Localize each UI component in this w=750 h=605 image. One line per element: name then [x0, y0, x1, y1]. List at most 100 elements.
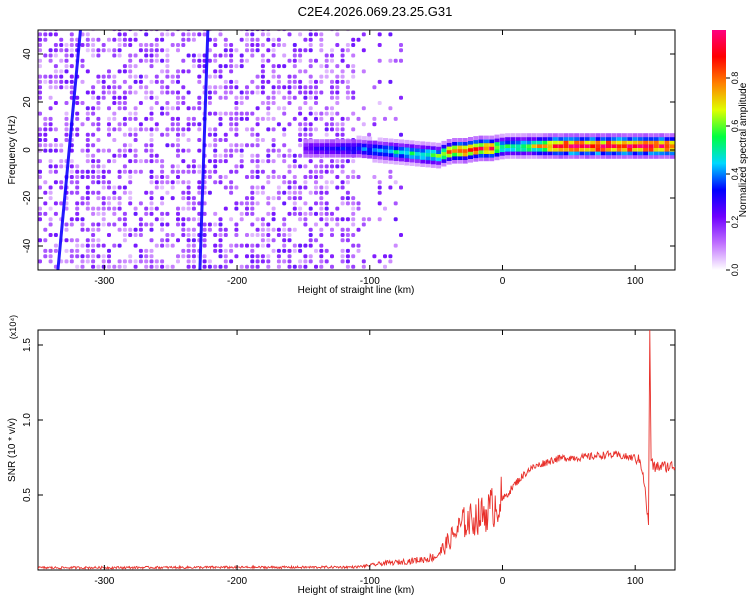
spectrogram-cell	[91, 206, 96, 211]
spectrogram-cell	[250, 243, 255, 248]
spectrogram-cell	[319, 32, 324, 37]
spectrogram-cell	[250, 233, 255, 237]
spectrogram-cell	[266, 127, 271, 132]
spectrogram-cell	[154, 180, 159, 185]
spectrogram-cell	[96, 264, 101, 269]
spectrogram-cell	[128, 233, 133, 237]
spectrogram-cell	[276, 106, 281, 111]
spectrogram-cell	[207, 85, 212, 90]
carrier-cell	[521, 140, 527, 145]
y-tick-label: 20	[22, 96, 33, 108]
carrier-cell	[558, 147, 564, 152]
carrier-cell	[574, 147, 580, 152]
spectrogram-cell	[48, 233, 53, 237]
spectrogram-cell	[107, 248, 111, 253]
carrier-cell	[446, 139, 452, 143]
carrier-cell	[643, 140, 649, 145]
spectrogram-cell	[96, 169, 101, 174]
spectrogram-cell	[250, 206, 255, 211]
spectrogram-cell	[144, 32, 149, 37]
spectrogram-cell	[64, 79, 69, 84]
spectrogram-x-label: Height of straight line (km)	[298, 285, 415, 296]
spectrogram-cell	[80, 217, 85, 222]
carrier-cell	[473, 154, 479, 159]
spectrogram-cell	[154, 159, 159, 164]
carrier-cell	[568, 144, 574, 148]
carrier-cell	[483, 142, 489, 147]
spectrogram-cell	[181, 37, 186, 42]
spectrogram-cell	[64, 85, 69, 90]
spectrogram-cell	[345, 190, 350, 195]
spectrogram-cell	[298, 79, 303, 84]
carrier-cell	[441, 148, 447, 153]
spectrogram-cell	[271, 116, 276, 121]
spectrogram-cell	[229, 259, 234, 264]
carrier-cell	[436, 164, 442, 169]
carrier-cell	[563, 151, 569, 156]
spectrogram-cell	[53, 74, 58, 79]
spectrogram-cell	[399, 185, 403, 190]
spectrogram-cell	[250, 248, 255, 253]
spectrogram-cell	[149, 95, 154, 100]
spectrogram-cell	[53, 169, 58, 174]
spectrogram-cell	[53, 138, 58, 142]
carrier-cell	[653, 151, 659, 156]
spectrogram-cell	[59, 185, 64, 190]
spectrogram-cell	[160, 175, 165, 179]
spectrogram-cell	[176, 148, 180, 153]
carrier-cell	[393, 146, 399, 151]
spectrogram-cell	[48, 122, 53, 127]
spectrogram-cell	[144, 116, 149, 121]
spectrogram-cell	[218, 95, 223, 100]
spectrogram-cell	[75, 243, 80, 248]
carrier-cell	[611, 151, 617, 156]
spectrogram-cell	[282, 227, 287, 232]
spectrogram-cell	[213, 69, 218, 74]
spectrogram-cell	[53, 180, 58, 185]
spectrogram-cell	[80, 148, 85, 153]
spectrogram-cell	[239, 101, 244, 105]
spectrogram-cell	[345, 227, 350, 232]
spectrogram-cell	[303, 48, 308, 53]
spectrogram-cell	[335, 222, 340, 227]
spectrogram-cell	[234, 222, 239, 227]
spectrogram-cell	[340, 79, 345, 84]
carrier-cell	[457, 145, 463, 150]
spectrogram-cell	[388, 185, 393, 190]
spectrogram-cell	[149, 222, 154, 227]
spectrogram-cell	[85, 132, 90, 137]
spectrogram-cell	[48, 222, 53, 227]
carrier-cell	[505, 140, 511, 145]
carrier-cell	[643, 133, 649, 138]
spectrogram-cell	[234, 106, 239, 111]
spectrogram-cell	[122, 259, 127, 264]
spectrogram-cell	[298, 217, 303, 222]
spectrogram-cell	[239, 153, 244, 158]
spectrogram-cell	[138, 74, 143, 79]
spectrogram-cell	[250, 259, 255, 264]
spectrogram-cell	[266, 153, 271, 158]
spectrogram-cell	[314, 264, 318, 269]
spectrogram-cell	[239, 64, 244, 69]
spectrogram-cell	[345, 175, 350, 179]
carrier-cell	[510, 151, 516, 156]
spectrogram-cell	[96, 116, 101, 121]
spectrogram-cell	[91, 106, 96, 111]
carrier-cell	[627, 144, 633, 148]
spectrogram-cell	[260, 101, 265, 105]
spectrogram-cell	[186, 233, 191, 237]
spectrogram-cell	[48, 148, 53, 153]
spectrogram-cell	[308, 32, 313, 37]
spectrogram-cell	[181, 248, 186, 253]
colorbar-tick-label: 0.8	[730, 72, 740, 85]
carrier-cell	[521, 144, 527, 148]
spectrogram-cell	[117, 153, 122, 158]
spectrogram-cell	[250, 43, 255, 47]
carrier-cell	[383, 145, 388, 150]
spectrogram-cell	[96, 206, 101, 211]
carrier-cell	[579, 151, 585, 156]
carrier-cell	[505, 136, 511, 141]
spectrogram-cell	[160, 111, 165, 116]
spectrogram-cell	[223, 111, 228, 116]
spectrogram-cell	[303, 222, 308, 227]
